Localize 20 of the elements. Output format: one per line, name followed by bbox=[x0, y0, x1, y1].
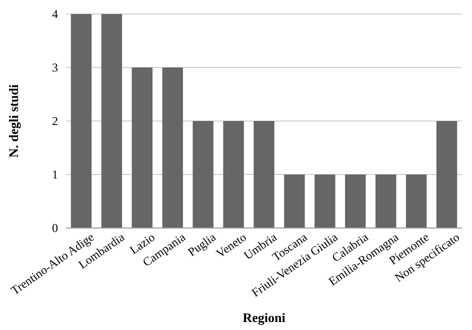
bar bbox=[345, 174, 366, 228]
bar bbox=[70, 14, 92, 228]
bar bbox=[375, 174, 396, 228]
y-tick-label: 4 bbox=[52, 6, 58, 21]
bar bbox=[406, 174, 427, 228]
y-tick-label: 0 bbox=[52, 220, 58, 235]
bar bbox=[192, 121, 214, 228]
bar bbox=[314, 174, 336, 228]
y-tick-label: 2 bbox=[52, 114, 58, 128]
bar bbox=[284, 174, 305, 228]
y-tick-label: 1 bbox=[52, 167, 58, 182]
bar bbox=[223, 121, 244, 228]
x-axis-title: Regioni bbox=[242, 310, 286, 325]
y-axis-title: N. degli studi bbox=[6, 84, 21, 158]
bar bbox=[162, 68, 183, 228]
bar bbox=[132, 68, 153, 228]
bar bbox=[436, 121, 458, 228]
y-tick-label: 3 bbox=[52, 60, 58, 74]
bar bbox=[101, 14, 122, 228]
bar bbox=[254, 121, 274, 228]
